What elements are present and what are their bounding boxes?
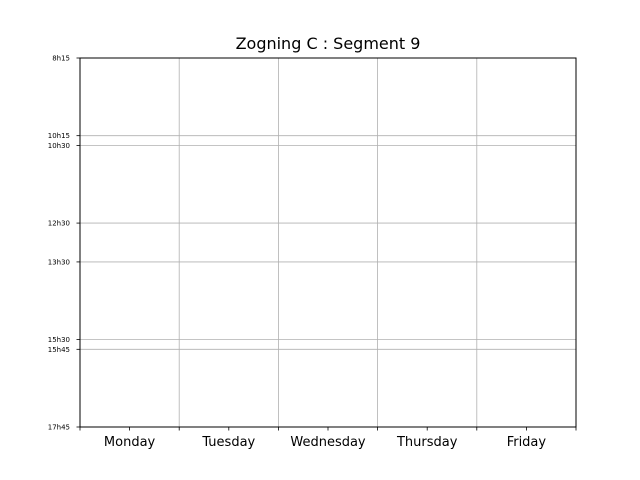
y-tick-label: 10h15 [48, 132, 70, 140]
y-tick-label: 17h45 [48, 424, 70, 432]
y-tick-label: 12h30 [48, 220, 70, 228]
day-label: Thursday [396, 435, 458, 450]
plot-frame [79, 57, 577, 428]
y-axis-ticks: 8h15 10h15 10h30 12h30 13h30 15h30 15h45 17h45 [48, 55, 80, 432]
x-axis-ticks: Monday Tuesday Wednesday Thursday Friday [79, 427, 577, 450]
y-tick-label: 13h30 [48, 258, 70, 266]
grid-lines [80, 57, 576, 428]
y-tick-label: 10h30 [48, 142, 70, 150]
day-label: Friday [507, 435, 547, 450]
chart-title: Zogning C : Segment 9 [236, 34, 421, 53]
day-label: Wednesday [290, 435, 366, 450]
day-label: Monday [104, 435, 156, 450]
y-tick-label: 15h30 [48, 336, 70, 344]
y-tick-label: 8h15 [52, 55, 70, 63]
y-tick-label: 15h45 [48, 346, 70, 354]
day-label: Tuesday [201, 435, 255, 450]
